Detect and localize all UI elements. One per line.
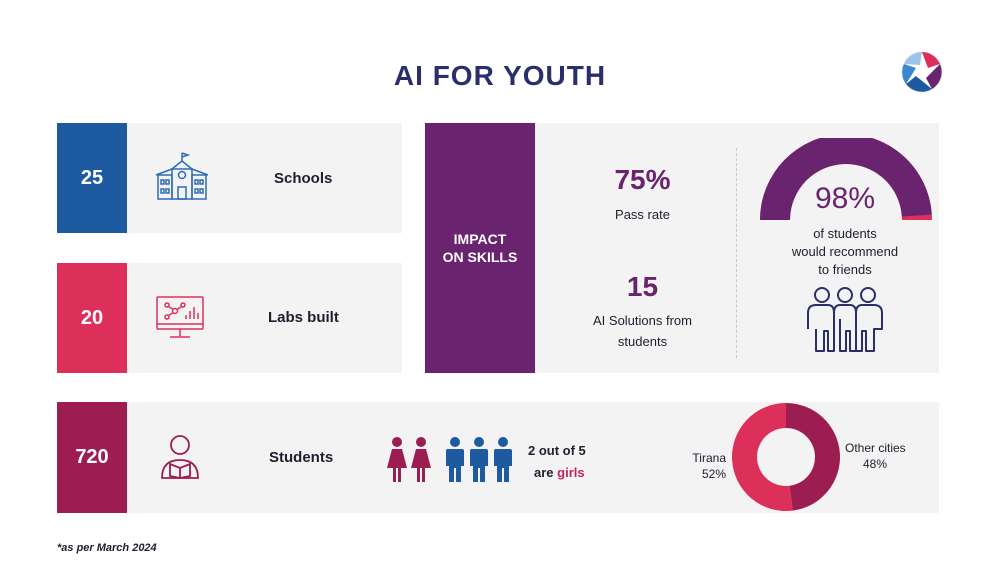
pass-rate-label: Pass rate (615, 207, 670, 222)
school-building-icon (155, 152, 209, 200)
schools-panel: 25 Schools (57, 123, 402, 233)
labs-panel: 20 Labs built (57, 263, 402, 373)
recommend-line1: of students (813, 226, 877, 241)
gender-figures (387, 437, 512, 482)
gauge-fill (760, 138, 932, 220)
computer-monitor-icon (156, 296, 204, 338)
pass-rate-value: 75% (614, 164, 671, 195)
schools-count: 25 (57, 123, 127, 233)
other-cities-legend: Other cities 48% (845, 440, 906, 472)
page-title: AI FOR YOUTH (393, 60, 607, 91)
gender-line2-prefix: are (534, 465, 558, 480)
tirana-legend: Tirana 52% (672, 450, 726, 482)
labs-count: 20 (57, 263, 127, 373)
impact-heading-line1: IMPACT (453, 231, 507, 247)
tirana-value: 52% (701, 467, 726, 481)
girl-figure-icon (387, 437, 407, 482)
cities-donut-chart (732, 403, 840, 511)
gender-line2: are girls (528, 462, 586, 484)
footnote: *as per March 2024 (57, 542, 157, 554)
group-of-people-icon (807, 287, 883, 352)
ai-solutions-label-line1: AI Solutions from (593, 313, 692, 328)
girl-figure-icon (411, 437, 431, 482)
student-reading-icon (161, 435, 199, 479)
boy-figure-icon (446, 437, 464, 482)
ai-solutions-value: 15 (626, 271, 659, 302)
students-label: Students (269, 449, 334, 466)
other-cities-label: Other cities (845, 441, 906, 455)
recommend-text: of students would recommend to friends (770, 225, 920, 279)
recommend-line3: to friends (818, 262, 872, 277)
other-cities-value: 48% (863, 457, 888, 471)
boy-figure-icon (494, 437, 512, 482)
recommend-line2: would recommend (791, 244, 899, 259)
gender-girls-word: girls (557, 465, 585, 480)
donut-slice-tirana (732, 403, 793, 511)
tirana-label: Tirana (692, 451, 726, 465)
ai-solutions-label-line2: students (617, 334, 668, 349)
recommend-gauge (760, 138, 932, 220)
impact-heading-line2: ON SKILLS (442, 249, 518, 265)
impact-heading: IMPACT ON SKILLS (425, 123, 535, 373)
brand-logo-icon (901, 51, 943, 93)
boy-figure-icon (470, 437, 488, 482)
schools-label: Schools (274, 170, 333, 187)
divider (736, 148, 737, 358)
gender-ratio-text: 2 out of 5 are girls (528, 440, 586, 484)
gender-line1: 2 out of 5 (528, 443, 586, 458)
donut-slice-other-cities (786, 403, 840, 511)
recommend-value: 98% (814, 182, 876, 215)
students-count: 720 (57, 402, 127, 513)
labs-label: Labs built (268, 309, 339, 326)
